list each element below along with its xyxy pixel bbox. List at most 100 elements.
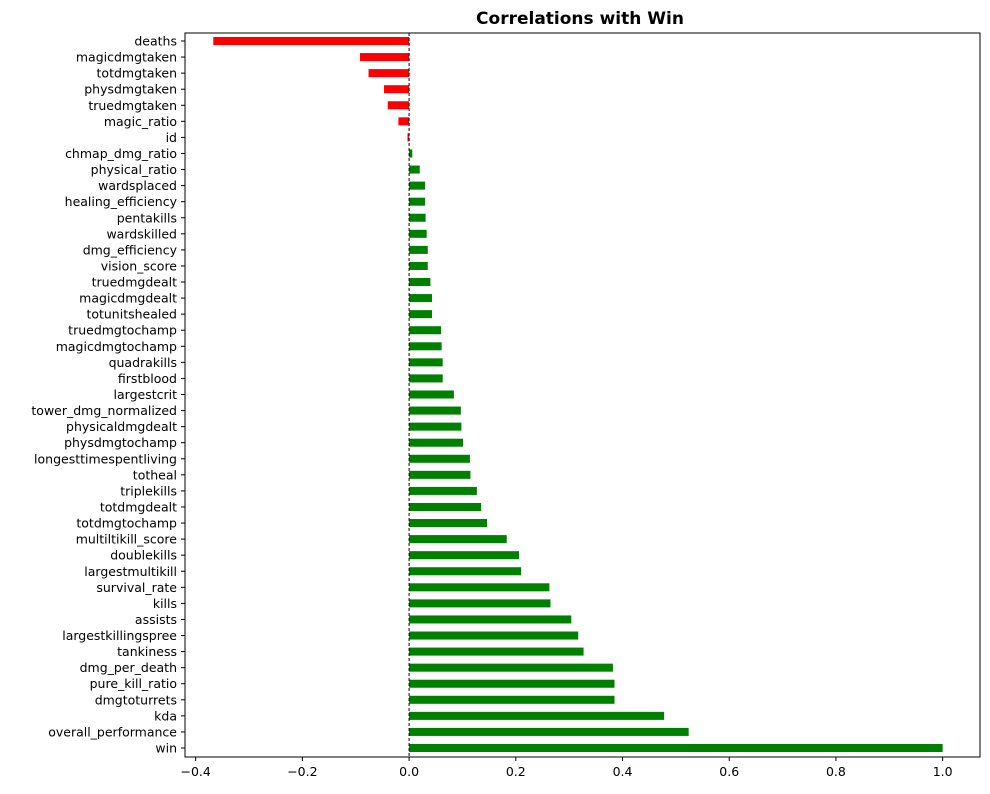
bar-tower_dmg_normalized (409, 406, 461, 415)
bar-largestkillingspree (409, 631, 579, 640)
y-tick-label-healing_efficiency: healing_efficiency (65, 194, 178, 209)
y-tick-label-tower_dmg_normalized: tower_dmg_normalized (31, 403, 177, 418)
bar-physdmgtaken (384, 85, 410, 94)
bar-totdmgdealt (409, 502, 482, 511)
bar-quadrakills (409, 358, 443, 367)
bar-physdmgtochamp (409, 438, 463, 447)
bar-magic_ratio (398, 117, 410, 126)
bar-largestcrit (409, 390, 454, 399)
y-tick-label-pentakills: pentakills (117, 210, 177, 225)
y-tick-label-assists: assists (135, 612, 177, 627)
y-tick-label-largestmultikill: largestmultikill (84, 564, 177, 579)
y-tick-label-physical_ratio: physical_ratio (91, 162, 177, 177)
y-tick-label-totdmgtochamp: totdmgtochamp (76, 516, 177, 531)
y-tick-label-triplekills: triplekills (120, 483, 177, 498)
bar-kills (409, 599, 551, 608)
bar-longesttimespentliving (409, 454, 470, 463)
bars-layer (213, 36, 943, 753)
bar-tankiness (409, 647, 584, 656)
y-tick-label-largestcrit: largestcrit (114, 387, 178, 402)
y-tick-label-truedmgtaken: truedmgtaken (88, 98, 177, 113)
bar-assists (409, 615, 572, 624)
y-tick-label-firstblood: firstblood (118, 371, 177, 386)
y-tick-label-multiltikill_score: multiltikill_score (76, 532, 178, 547)
x-tick-label: 0.8 (826, 764, 846, 779)
y-tick-label-totheal: totheal (133, 467, 177, 482)
bar-magicdmgdealt (409, 294, 433, 303)
bar-truedmgdealt (409, 278, 431, 287)
y-tick-label-magicdmgtaken: magicdmgtaken (76, 50, 177, 65)
bar-id (407, 133, 410, 142)
x-axis: −0.4 −0.2 0.0 0.2 0.4 0.6 0.8 1.0 (180, 757, 953, 779)
y-tick-label-largestkillingspree: largestkillingspree (62, 628, 177, 643)
bar-triplekills (409, 486, 477, 495)
bar-deaths (213, 36, 410, 46)
y-tick-label-overall_performance: overall_performance (48, 724, 177, 739)
y-tick-label-dmg_per_death: dmg_per_death (80, 660, 177, 675)
y-tick-label-totdmgdealt: totdmgdealt (100, 499, 177, 514)
bar-overall_performance (409, 727, 689, 736)
y-tick-label-totunitshealed: totunitshealed (86, 307, 177, 322)
bar-survival_rate (409, 583, 550, 592)
y-tick-label-survival_rate: survival_rate (96, 580, 177, 595)
bar-multiltikill_score (409, 535, 507, 544)
y-tick-label-doublekills: doublekills (110, 548, 177, 563)
y-tick-label-dmgtoturrets: dmgtoturrets (95, 692, 177, 707)
y-tick-label-physdmgtaken: physdmgtaken (84, 82, 177, 97)
bar-vision_score (409, 261, 428, 270)
bar-truedmgtochamp (409, 326, 442, 335)
y-tick-label-longesttimespentliving: longesttimespentliving (34, 451, 177, 466)
bar-truedmgtaken (387, 101, 410, 110)
y-tick-label-magic_ratio: magic_ratio (104, 114, 177, 129)
y-tick-label-dmg_efficiency: dmg_efficiency (83, 242, 178, 257)
bar-doublekills (409, 551, 520, 560)
bar-kda (409, 711, 665, 720)
y-tick-label-wardsplaced: wardsplaced (98, 178, 177, 193)
bar-firstblood (409, 374, 443, 383)
x-tick-label: 0.6 (719, 764, 739, 779)
y-tick-label-wardskilled: wardskilled (106, 226, 177, 241)
bar-pentakills (409, 213, 426, 222)
y-tick-label-physdmgtochamp: physdmgtochamp (64, 435, 177, 450)
y-tick-label-id: id (166, 130, 177, 145)
y-tick-label-magicdmgtochamp: magicdmgtochamp (56, 339, 177, 354)
bar-magicdmgtaken (360, 53, 410, 62)
x-tick-label: 0.0 (399, 764, 419, 779)
x-tick-label: 0.2 (506, 764, 526, 779)
bar-healing_efficiency (409, 197, 426, 206)
y-tick-label-kda: kda (154, 708, 177, 723)
bar-physicaldmgdealt (409, 422, 462, 431)
y-tick-label-quadrakills: quadrakills (109, 355, 177, 370)
bar-totheal (409, 470, 471, 479)
bar-largestmultikill (409, 567, 522, 576)
bar-totdmgtochamp (409, 519, 487, 528)
x-tick-label: 0.4 (613, 764, 633, 779)
y-tick-label-truedmgtochamp: truedmgtochamp (68, 323, 177, 338)
y-tick-label-pure_kill_ratio: pure_kill_ratio (90, 676, 177, 691)
y-tick-label-tankiness: tankiness (117, 644, 177, 659)
y-tick-label-chmap_dmg_ratio: chmap_dmg_ratio (65, 146, 177, 161)
bar-dmgtoturrets (409, 695, 615, 704)
bar-dmg_efficiency (409, 245, 428, 254)
y-axis: deathsmagicdmgtakentotdmgtakenphysdmgtak… (31, 34, 185, 756)
y-tick-label-vision_score: vision_score (101, 258, 178, 273)
y-tick-label-physicaldmgdealt: physicaldmgdealt (66, 419, 177, 434)
x-tick-label: −0.4 (180, 764, 210, 779)
bar-win (409, 743, 943, 753)
bar-dmg_per_death (409, 663, 613, 672)
bar-magicdmgtochamp (409, 342, 442, 351)
chart-title: Correlations with Win (476, 9, 684, 29)
bar-physical_ratio (409, 165, 420, 174)
y-tick-label-totdmgtaken: totdmgtaken (97, 66, 177, 81)
y-tick-label-kills: kills (153, 596, 177, 611)
y-tick-label-deaths: deaths (134, 34, 177, 49)
y-tick-label-magicdmgdealt: magicdmgdealt (79, 291, 177, 306)
bar-totdmgtaken (368, 69, 410, 78)
y-tick-label-win: win (155, 741, 177, 756)
y-tick-label-truedmgdealt: truedmgdealt (92, 275, 177, 290)
bar-chmap_dmg_ratio (409, 149, 413, 158)
bar-totunitshealed (409, 310, 433, 319)
bar-wardsplaced (409, 181, 426, 190)
